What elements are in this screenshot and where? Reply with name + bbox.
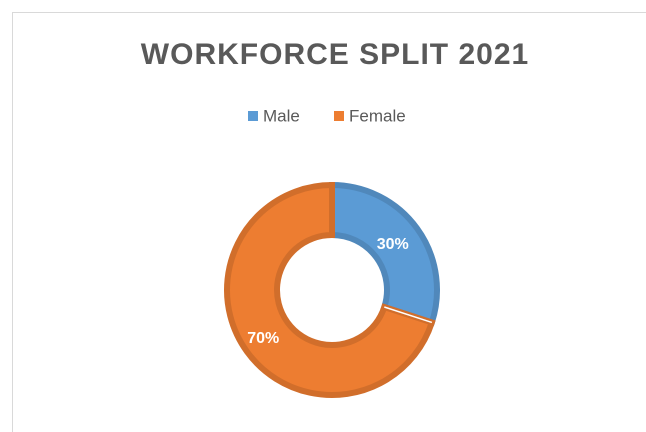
donut-segment: [224, 181, 436, 398]
legend: Male Female: [248, 106, 406, 125]
segment-separator: [384, 306, 433, 324]
data-label: 30%: [377, 236, 409, 253]
legend-swatch: [248, 111, 258, 121]
donut-segment: [329, 181, 440, 327]
donut: 30% 70%: [224, 181, 440, 398]
legend-label: Female: [349, 106, 406, 125]
legend-label: Male: [263, 106, 300, 125]
chart-title: WORKFORCE SPLIT 2021: [141, 38, 529, 71]
legend-swatch: [334, 111, 344, 121]
data-label: 70%: [247, 330, 279, 347]
